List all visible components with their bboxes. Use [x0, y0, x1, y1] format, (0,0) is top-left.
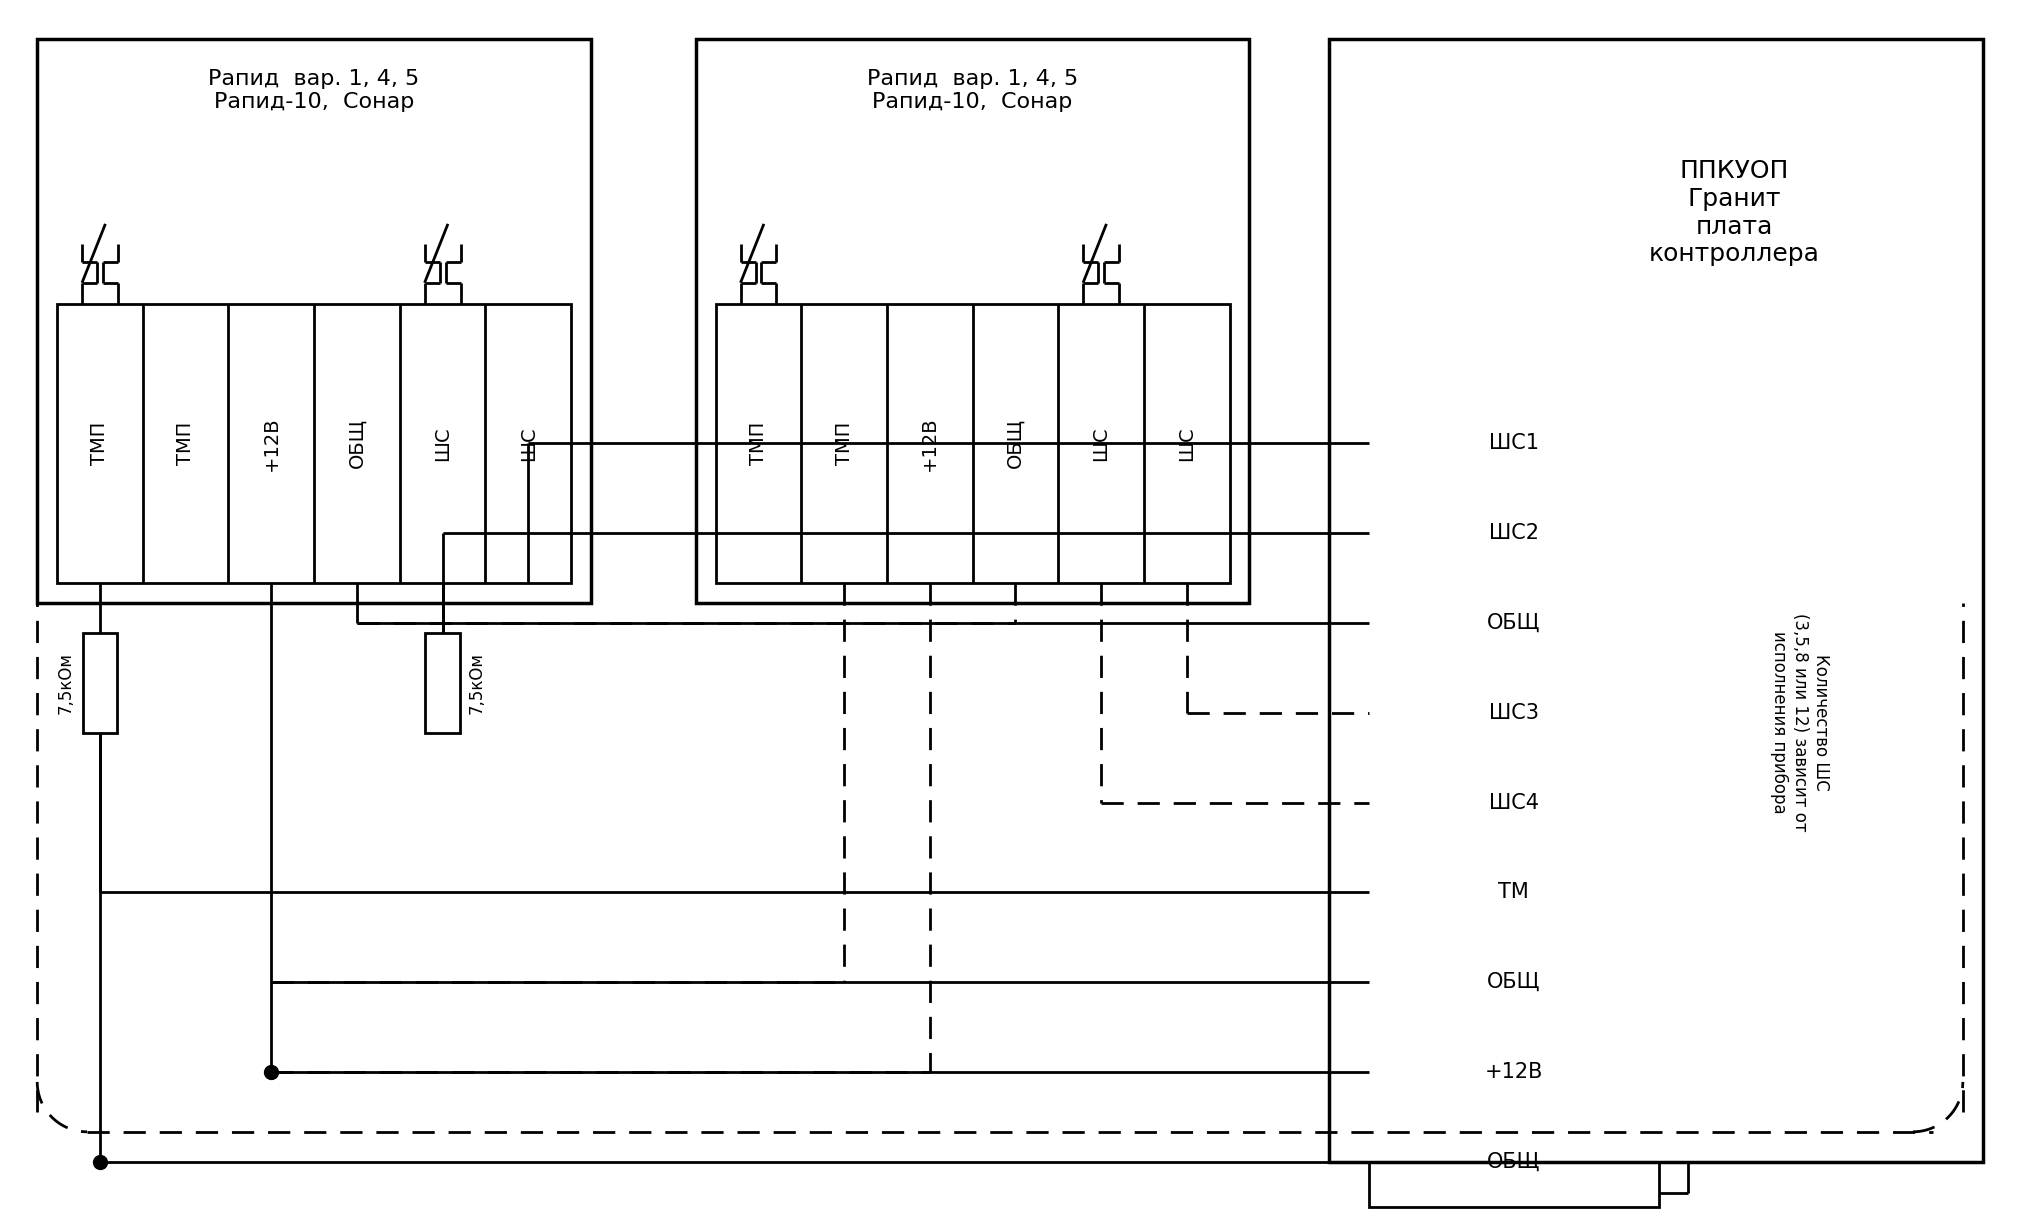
Bar: [1368, 578, 1659, 668]
Text: ТМП: ТМП: [834, 422, 855, 465]
Bar: [424, 634, 461, 733]
Text: ШС: ШС: [1177, 426, 1196, 461]
Bar: [696, 39, 1250, 603]
Bar: [1368, 848, 1659, 937]
Text: ШС: ШС: [520, 426, 538, 461]
Bar: [83, 634, 118, 733]
Text: ОБЩ: ОБЩ: [347, 418, 365, 468]
Bar: [1368, 937, 1659, 1027]
Text: ОБЩ: ОБЩ: [1488, 1152, 1541, 1172]
Text: 7,5кОм: 7,5кОм: [469, 652, 485, 714]
Bar: [717, 303, 1230, 583]
Bar: [1368, 399, 1659, 488]
Text: ТМП: ТМП: [749, 422, 767, 465]
Text: +12В: +12В: [1484, 1062, 1543, 1082]
Text: ТМП: ТМП: [177, 422, 195, 465]
Bar: [1368, 668, 1659, 758]
Text: +12В: +12В: [920, 416, 940, 471]
Bar: [1368, 1117, 1659, 1207]
Text: ОБЩ: ОБЩ: [1007, 418, 1025, 468]
Bar: [57, 303, 570, 583]
Text: ТМП: ТМП: [91, 422, 110, 465]
Text: ШС: ШС: [1092, 426, 1110, 461]
Bar: [1368, 758, 1659, 848]
Text: Рапид  вар. 1, 4, 5
Рапид-10,  Сонар: Рапид вар. 1, 4, 5 Рапид-10, Сонар: [867, 70, 1078, 113]
Text: ШС2: ШС2: [1488, 523, 1539, 543]
Text: Рапид  вар. 1, 4, 5
Рапид-10,  Сонар: Рапид вар. 1, 4, 5 Рапид-10, Сонар: [209, 70, 420, 113]
Text: 7,5кОм: 7,5кОм: [57, 652, 75, 714]
Text: ТМ: ТМ: [1498, 882, 1529, 903]
Text: ОБЩ: ОБЩ: [1488, 613, 1541, 634]
Bar: [1368, 1027, 1659, 1117]
Text: ШС4: ШС4: [1488, 793, 1539, 812]
Text: ШС1: ШС1: [1488, 433, 1539, 454]
Bar: [1368, 488, 1659, 578]
Text: ППКУОП
Гранит
плата
контроллера: ППКУОП Гранит плата контроллера: [1648, 159, 1821, 267]
Text: ШС: ШС: [432, 426, 453, 461]
Text: ШС3: ШС3: [1488, 703, 1539, 723]
Text: ОБЩ: ОБЩ: [1488, 972, 1541, 992]
Bar: [1330, 39, 1983, 1162]
Text: +12В: +12В: [262, 416, 280, 471]
Text: Количество ШС
(3,5,8 или 12) зависит от
исполнения прибора: Количество ШС (3,5,8 или 12) зависит от …: [1770, 614, 1829, 832]
Bar: [37, 39, 591, 603]
